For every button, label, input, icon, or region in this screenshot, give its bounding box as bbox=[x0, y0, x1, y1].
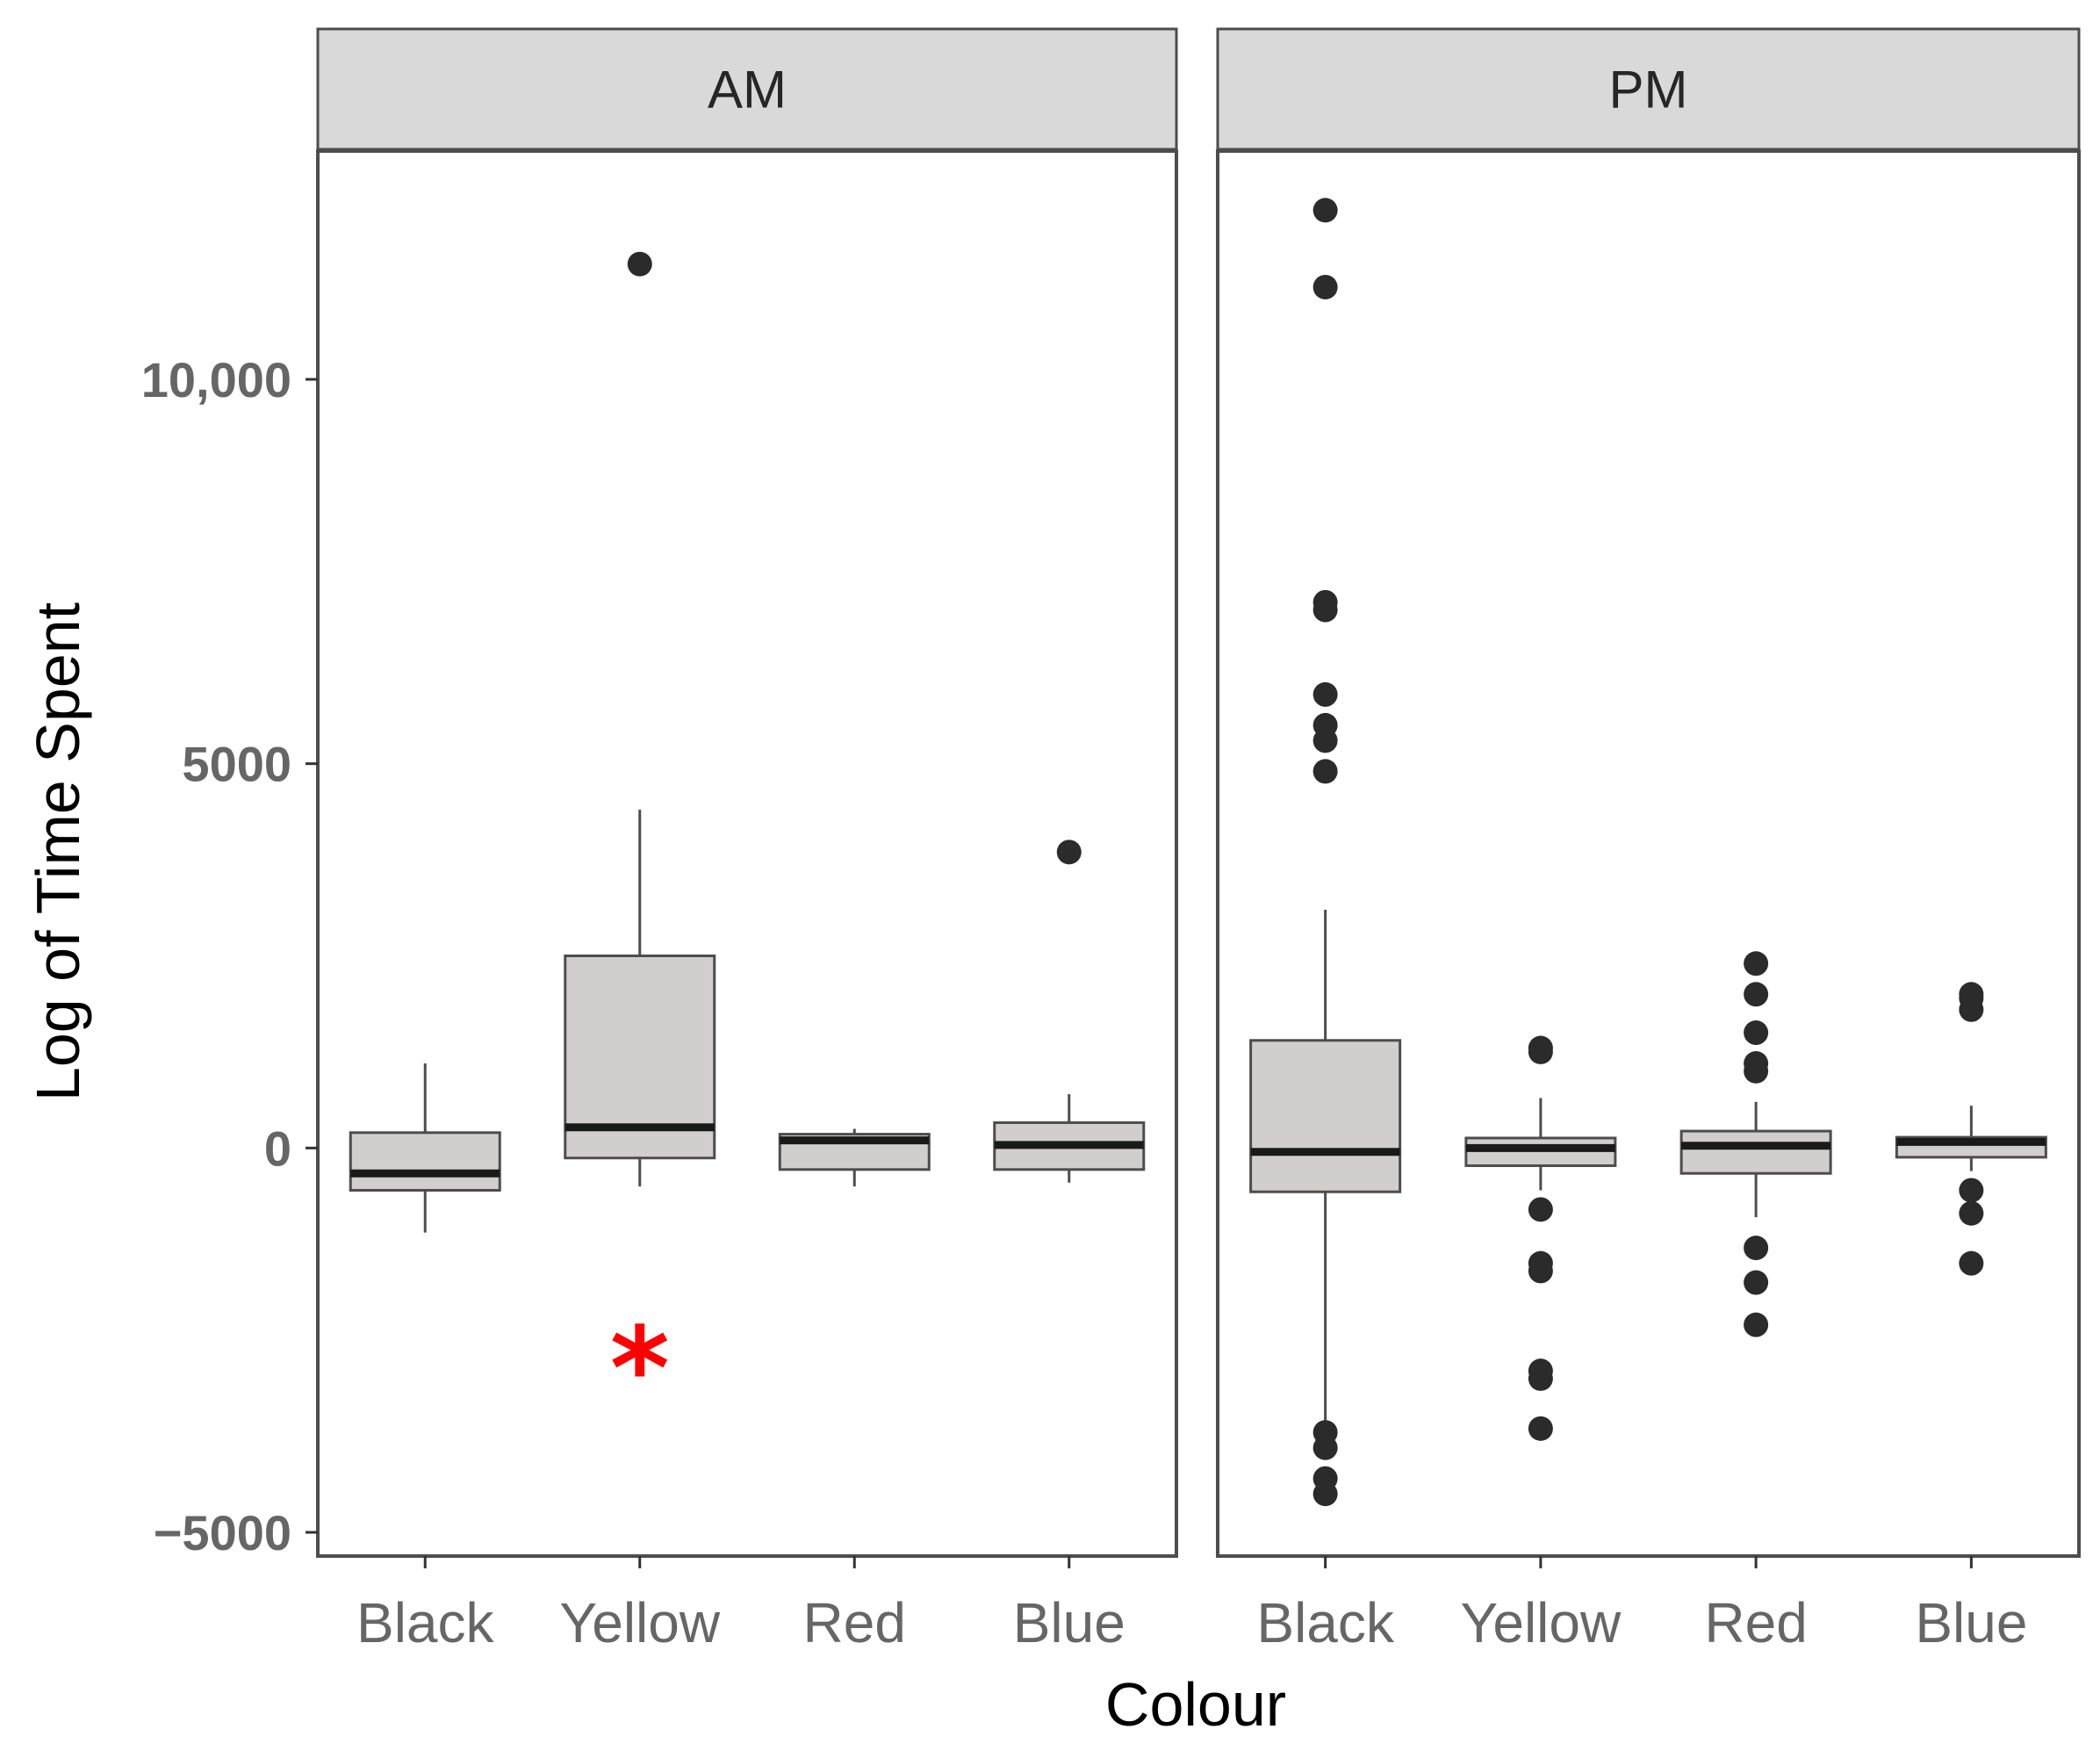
outlier-point bbox=[1312, 198, 1338, 223]
box-am-blue bbox=[993, 839, 1146, 1183]
box-iqr bbox=[1679, 1129, 1832, 1175]
y-tick-label: −5000 bbox=[154, 1505, 291, 1560]
box-pm-yellow bbox=[1464, 1035, 1617, 1441]
outlier-point bbox=[1744, 1058, 1769, 1084]
x-tick-label: Yellow bbox=[1461, 1591, 1622, 1654]
x-axis-title: Colour bbox=[1105, 1670, 1286, 1739]
outlier-point bbox=[1312, 728, 1338, 753]
box-am-yellow bbox=[564, 251, 716, 1187]
y-tick-label: 5000 bbox=[182, 737, 291, 792]
outlier-point bbox=[1312, 1481, 1338, 1507]
significance-asterisk: * bbox=[610, 1302, 670, 1436]
outlier-point bbox=[1312, 597, 1338, 623]
facet-strip bbox=[1216, 27, 2081, 151]
outlier-point bbox=[1959, 1200, 1984, 1226]
y-tick-label: 10,000 bbox=[141, 352, 291, 407]
facet-strip-label: PM bbox=[1609, 61, 1688, 119]
outlier-point bbox=[1528, 1035, 1553, 1061]
y-tick-label: 0 bbox=[264, 1120, 291, 1176]
outlier-point bbox=[1744, 1020, 1769, 1046]
x-tick-label: Black bbox=[1256, 1591, 1395, 1654]
outlier-point bbox=[1744, 982, 1769, 1007]
axis-layer: 10,000 5000 0 −5000 Black Yellow Red Blue Black Y… bbox=[141, 352, 2028, 1654]
box-pm-red bbox=[1679, 951, 1832, 1337]
outlier-point bbox=[1959, 1178, 1984, 1203]
x-tick-label: Blue bbox=[1915, 1591, 2027, 1654]
outlier-point bbox=[1744, 1270, 1769, 1295]
outlier-point bbox=[1959, 997, 1984, 1022]
box-iqr bbox=[349, 1131, 501, 1192]
x-tick-label: Red bbox=[1704, 1591, 1807, 1654]
facet-strip bbox=[316, 27, 1178, 151]
outlier-point bbox=[1312, 759, 1338, 784]
outlier-point bbox=[1744, 951, 1769, 976]
outlier-point bbox=[1744, 1312, 1769, 1337]
mark-layer: * bbox=[349, 198, 2047, 1507]
outlier-point bbox=[1056, 839, 1082, 865]
y-axis-title: Log of Time Spent bbox=[24, 602, 92, 1101]
box-am-black bbox=[349, 1063, 501, 1233]
outlier-point bbox=[1528, 1365, 1553, 1391]
facet-strip-label: AM bbox=[708, 61, 787, 119]
outlier-point bbox=[1744, 1236, 1769, 1261]
box-iqr bbox=[1249, 1039, 1402, 1193]
panel-background bbox=[1218, 151, 2079, 1556]
panel-background bbox=[318, 151, 1176, 1556]
x-tick-label: Red bbox=[803, 1591, 906, 1654]
box-am-red bbox=[778, 1128, 931, 1187]
outlier-point bbox=[1528, 1258, 1553, 1284]
outlier-point bbox=[1312, 274, 1338, 299]
outlier-point bbox=[627, 251, 652, 277]
panel-border bbox=[316, 149, 1178, 1558]
x-tick-label: Blue bbox=[1013, 1591, 1126, 1654]
outlier-point bbox=[1312, 1435, 1338, 1460]
box-pm-black bbox=[1249, 198, 1402, 1507]
x-tick-label: Yellow bbox=[559, 1591, 720, 1654]
outlier-point bbox=[1528, 1416, 1553, 1441]
outlier-point bbox=[1959, 1250, 1984, 1276]
panel-layer: AM PM bbox=[316, 27, 2081, 1558]
x-tick-label: Black bbox=[356, 1591, 495, 1654]
outlier-point bbox=[1528, 1197, 1553, 1222]
outlier-point bbox=[1312, 681, 1338, 707]
box-pm-blue bbox=[1895, 982, 2047, 1276]
panel-border bbox=[1216, 149, 2081, 1558]
